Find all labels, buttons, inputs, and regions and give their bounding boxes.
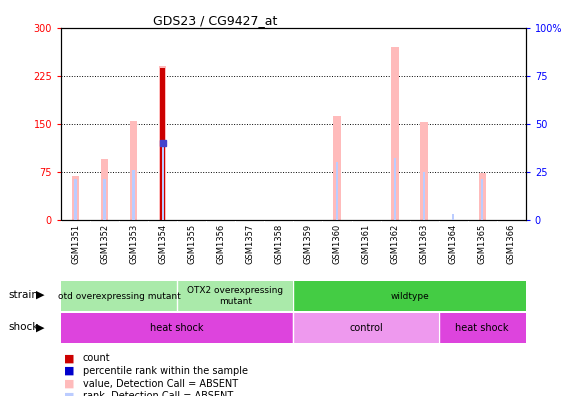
Bar [159,66,166,220]
Bar [293,281,526,311]
Bar [392,47,399,220]
Bar [333,116,340,220]
Bar [101,159,108,220]
Bar [481,179,483,220]
Text: GSM1363: GSM1363 [419,223,429,264]
Bar [103,179,106,220]
Text: ■: ■ [64,353,74,364]
Bar [162,143,164,220]
Bar [61,281,177,311]
Text: heat shock: heat shock [456,323,509,333]
Text: GSM1361: GSM1361 [361,223,371,264]
Bar [130,120,137,220]
Bar [61,313,293,343]
Text: shock: shock [9,322,39,333]
Text: ▶: ▶ [36,322,45,333]
Bar [336,162,338,220]
Text: percentile rank within the sample: percentile rank within the sample [83,366,248,376]
Text: GSM1357: GSM1357 [245,223,254,264]
Text: GSM1354: GSM1354 [158,223,167,264]
Text: GSM1360: GSM1360 [332,223,342,264]
Bar [423,172,425,220]
Bar [293,313,439,343]
Bar [177,281,293,311]
Text: rank, Detection Call = ABSENT: rank, Detection Call = ABSENT [83,391,233,396]
Text: GSM1352: GSM1352 [100,223,109,264]
Text: ■: ■ [64,391,74,396]
Text: GSM1359: GSM1359 [303,223,313,264]
Text: GSM1364: GSM1364 [449,223,458,264]
Text: ■: ■ [64,366,74,376]
Text: GSM1358: GSM1358 [274,223,284,264]
Text: ■: ■ [64,379,74,389]
Text: GDS23 / CG9427_at: GDS23 / CG9427_at [153,14,277,27]
Bar [74,179,77,220]
Text: count: count [83,353,110,364]
Text: otd overexpressing mutant: otd overexpressing mutant [58,291,181,301]
Bar [160,68,166,220]
Bar [421,122,428,220]
Text: GSM1362: GSM1362 [390,223,400,264]
Bar [72,176,79,220]
Text: control: control [349,323,383,333]
Text: strain: strain [9,290,39,300]
Bar [394,158,396,220]
Text: heat shock: heat shock [150,323,204,333]
Text: GSM1355: GSM1355 [187,223,196,264]
Text: GSM1351: GSM1351 [71,223,80,264]
Bar [439,313,526,343]
Text: ▶: ▶ [36,290,45,300]
Text: GSM1365: GSM1365 [478,223,487,264]
Bar [479,173,486,220]
Bar [452,214,454,220]
Text: GSM1353: GSM1353 [129,223,138,264]
Bar [132,170,135,220]
Text: wildtype: wildtype [390,291,429,301]
Text: value, Detection Call = ABSENT: value, Detection Call = ABSENT [83,379,238,389]
Text: OTX2 overexpressing
mutant: OTX2 overexpressing mutant [187,286,284,306]
Text: GSM1356: GSM1356 [216,223,225,264]
Text: GSM1366: GSM1366 [507,223,516,264]
